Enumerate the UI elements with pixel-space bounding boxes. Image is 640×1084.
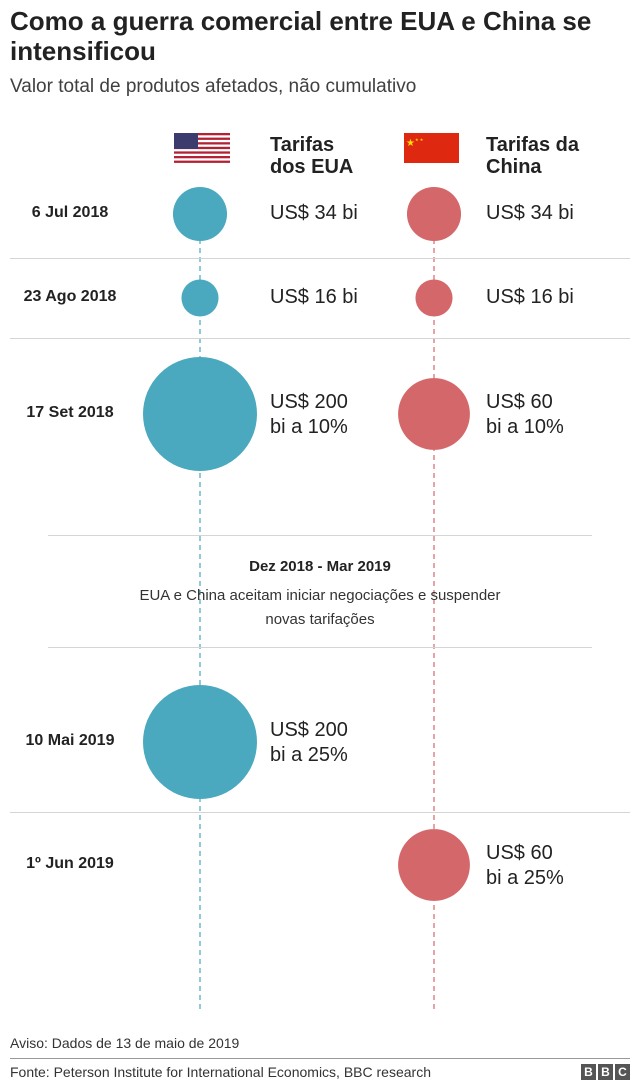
us-flag	[174, 133, 230, 163]
us-tariff-bubble	[143, 685, 257, 799]
svg-text:★: ★	[406, 138, 415, 149]
china-header-line2: China	[486, 156, 542, 178]
us-header-line2: dos EUA	[270, 156, 354, 178]
us-tariff-label: US$ 200 bi a 10%	[270, 390, 348, 440]
china-header-line1: Tarifas da	[486, 134, 579, 156]
value-line1: US$ 200	[270, 719, 348, 741]
value-line1: US$ 60	[486, 842, 553, 864]
event-date: 10 Mai 2019	[25, 732, 115, 749]
event-date: 1º Jun 2019	[26, 855, 114, 872]
logo-letter: B	[581, 1064, 596, 1080]
us-tariff-label: US$ 34 bi	[270, 201, 358, 226]
event-date: 6 Jul 2018	[31, 204, 109, 221]
china-tariff-label: US$ 16 bi	[486, 285, 574, 310]
us-tariff-label: US$ 16 bi	[270, 285, 358, 310]
chart-title: Como a guerra comercial entre EUA e Chin…	[10, 6, 592, 66]
row-divider	[10, 812, 630, 813]
event-date: 17 Set 2018	[26, 404, 114, 421]
china-flag: ★ ★ ★	[404, 133, 459, 163]
china-column-header: Tarifas da China	[486, 134, 579, 178]
china-tariff-bubble	[406, 186, 462, 242]
svg-text:★ ★: ★ ★	[415, 137, 424, 142]
value-line2: bi a 25%	[270, 744, 348, 766]
value-line1: US$ 16 bi	[270, 286, 358, 308]
us-tariff-bubble	[172, 186, 228, 242]
value-line2: bi a 25%	[486, 867, 564, 889]
logo-letter: B	[598, 1064, 613, 1080]
china-tariff-label: US$ 60 bi a 10%	[486, 390, 564, 440]
us-tariff-bubble	[181, 279, 219, 317]
us-tariff-bubble	[143, 357, 257, 471]
value-line1: US$ 60	[486, 391, 553, 413]
china-tariff-bubble	[398, 829, 470, 901]
value-line2: bi a 10%	[270, 416, 348, 438]
row-divider	[10, 338, 630, 339]
value-line1: US$ 16 bi	[486, 286, 574, 308]
us-column-header: Tarifas dos EUA	[270, 134, 353, 178]
row-divider	[10, 258, 630, 259]
source: Fonte: Peterson Institute for Internatio…	[10, 1064, 431, 1080]
logo-letter: C	[615, 1064, 630, 1080]
event-date: 23 Ago 2018	[23, 288, 117, 305]
value-line1: US$ 200	[270, 391, 348, 413]
row-divider	[48, 535, 592, 536]
note: Aviso: Dados de 13 de maio de 2019	[10, 1035, 240, 1051]
us-header-line1: Tarifas	[270, 134, 335, 156]
value-line1: US$ 34 bi	[270, 202, 358, 224]
value-line1: US$ 34 bi	[486, 202, 574, 224]
row-divider	[48, 647, 592, 648]
china-tariff-bubble	[398, 378, 470, 450]
china-tariff-label: US$ 34 bi	[486, 201, 574, 226]
footer-divider	[10, 1058, 630, 1059]
china-tariff-bubble	[415, 279, 453, 317]
value-line2: bi a 10%	[486, 416, 564, 438]
chart-subtitle: Valor total de produtos afetados, não cu…	[10, 76, 417, 97]
pause-description: EUA e China aceitam iniciar negociações …	[139, 587, 501, 628]
pause-period: Dez 2018 - Mar 2019	[249, 558, 391, 575]
china-tariff-label: US$ 60 bi a 25%	[486, 841, 564, 891]
us-tariff-label: US$ 200 bi a 25%	[270, 718, 348, 768]
